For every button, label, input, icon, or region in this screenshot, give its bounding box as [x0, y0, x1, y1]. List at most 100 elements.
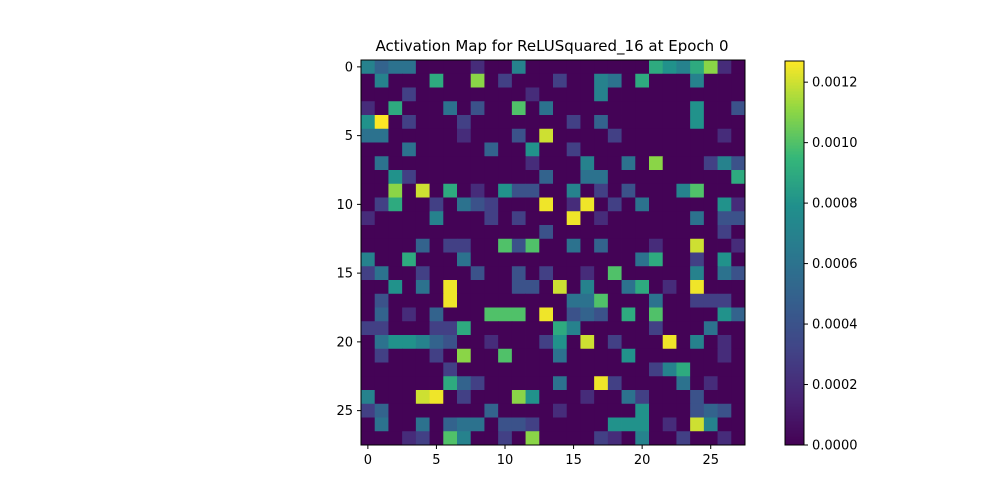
heatmap-cell [690, 266, 705, 281]
heatmap-cell [402, 403, 417, 418]
heatmap-cell [429, 101, 444, 116]
heatmap-cell [525, 321, 540, 336]
heatmap-cell [662, 321, 677, 336]
heatmap-cell [498, 211, 513, 226]
heatmap-cell [594, 403, 609, 418]
heatmap-cell [374, 128, 389, 143]
heatmap-cell [703, 101, 718, 116]
heatmap-cell [662, 225, 677, 240]
heatmap-cell [649, 115, 664, 130]
heatmap-cell [498, 225, 513, 240]
heatmap-cell [717, 238, 732, 253]
heatmap-cell [662, 293, 677, 308]
heatmap-cell [402, 211, 417, 226]
heatmap-cell [580, 183, 595, 198]
heatmap-cell [676, 376, 691, 391]
heatmap-cell [443, 362, 458, 377]
heatmap-cell [388, 115, 403, 130]
heatmap-cell [607, 115, 622, 130]
heatmap-cell [429, 390, 444, 405]
heatmap-cell [649, 73, 664, 88]
heatmap-cell [361, 266, 376, 281]
heatmap-cell [484, 128, 499, 143]
y-axis: 0 5 10 15 20 25 [336, 60, 361, 419]
colorbar-tick-label: 0.0010 [812, 136, 858, 151]
heatmap-cell [635, 280, 650, 295]
heatmap-cell [649, 87, 664, 102]
heatmap-cell [484, 293, 499, 308]
heatmap-cell [690, 362, 705, 377]
heatmap-cell [415, 87, 430, 102]
colorbar-segment [785, 259, 804, 263]
colorbar-segment [785, 280, 804, 284]
heatmap-cell [457, 197, 472, 212]
heatmap-cell [607, 417, 622, 432]
heatmap-cell [374, 362, 389, 377]
heatmap-cell [553, 73, 568, 88]
x-tick-label: 0 [364, 453, 372, 468]
heatmap-cell [443, 266, 458, 281]
heatmap-cell [429, 225, 444, 240]
heatmap-cell [388, 335, 403, 350]
heatmap-cell [690, 335, 705, 350]
heatmap-cell [415, 307, 430, 322]
colorbar-segment [785, 394, 804, 398]
heatmap-cell [374, 280, 389, 295]
heatmap-cell [388, 390, 403, 405]
heatmap-cell [511, 211, 526, 226]
heatmap-cell [470, 60, 485, 75]
heatmap-cell [690, 307, 705, 322]
x-tick-label: 5 [432, 453, 440, 468]
heatmap-cell [662, 115, 677, 130]
heatmap-cell [553, 238, 568, 253]
heatmap-cell [621, 60, 636, 75]
heatmap-cell [361, 238, 376, 253]
heatmap-cell [621, 115, 636, 130]
heatmap-cell [484, 156, 499, 171]
heatmap-cell [717, 280, 732, 295]
heatmap-cell [484, 142, 499, 157]
heatmap-cell [621, 321, 636, 336]
heatmap-cell [484, 238, 499, 253]
heatmap-cell [361, 225, 376, 240]
heatmap-cell [731, 87, 746, 102]
heatmap-cell [690, 197, 705, 212]
heatmap-cell [470, 431, 485, 446]
heatmap-cell [594, 417, 609, 432]
colorbar-tick-label: 0.0012 [812, 76, 858, 91]
heatmap-cell [607, 87, 622, 102]
heatmap-cell [429, 238, 444, 253]
heatmap-cell [662, 183, 677, 198]
colorbar-segment [785, 142, 804, 146]
heatmap-cell [498, 156, 513, 171]
x-tick-label: 25 [702, 453, 719, 468]
heatmap-cell [690, 431, 705, 446]
heatmap-cell [388, 321, 403, 336]
heatmap-cell [484, 225, 499, 240]
colorbar-segment [785, 412, 804, 416]
colorbar-segment [785, 205, 804, 209]
heatmap-cell [457, 321, 472, 336]
heatmap-cell [594, 142, 609, 157]
heatmap-cell [525, 156, 540, 171]
heatmap-cell [676, 197, 691, 212]
heatmap-cell [525, 266, 540, 281]
heatmap-cell [607, 280, 622, 295]
colorbar-segment [785, 64, 804, 68]
heatmap-cell [443, 280, 458, 295]
colorbar-segment [785, 85, 804, 89]
colorbar-segment [785, 274, 804, 278]
heatmap-cell [443, 321, 458, 336]
heatmap-cell [457, 417, 472, 432]
heatmap-cell [635, 417, 650, 432]
colorbar-segment [785, 193, 804, 197]
heatmap-cell [443, 293, 458, 308]
heatmap-cell [690, 225, 705, 240]
heatmap-cell [621, 348, 636, 363]
colorbar-segment [785, 190, 804, 194]
heatmap-cell [511, 87, 526, 102]
heatmap-cell [566, 417, 581, 432]
heatmap-cell [361, 101, 376, 116]
heatmap-cell [676, 431, 691, 446]
heatmap-cell [649, 376, 664, 391]
